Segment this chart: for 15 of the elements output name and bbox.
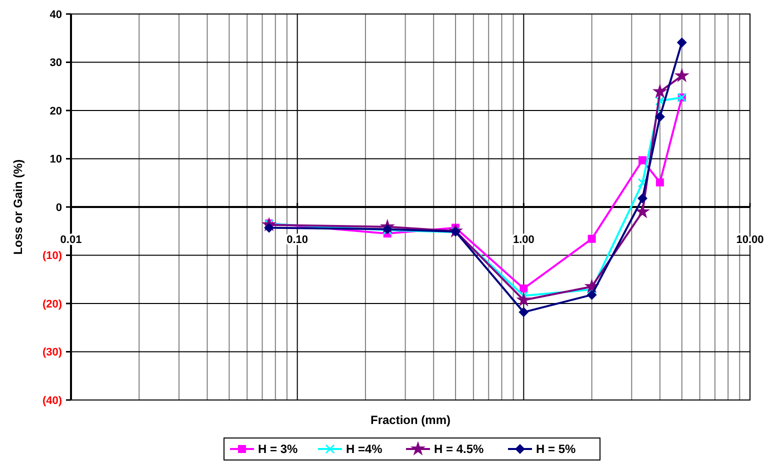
y-axis-title: Loss or Gain (%) bbox=[11, 159, 25, 255]
y-tick-label: (40) bbox=[42, 394, 62, 407]
y-tick-label: 30 bbox=[50, 57, 62, 70]
legend-label: H = 3% bbox=[258, 442, 298, 456]
legend-label: H =4% bbox=[346, 442, 383, 456]
y-tick-label: 10 bbox=[50, 154, 62, 166]
y-tick-label: (30) bbox=[42, 346, 62, 359]
y-tick-label: (20) bbox=[42, 298, 62, 310]
y-tick-label: 0 bbox=[56, 202, 62, 214]
y-tick-label: (10) bbox=[42, 250, 62, 262]
x-axis-title: Fraction (mm) bbox=[370, 413, 451, 427]
legend-label: H = 5% bbox=[536, 442, 576, 456]
y-tick-label: 20 bbox=[50, 105, 62, 118]
legend-label: H = 4.5% bbox=[434, 442, 484, 456]
y-tick-label: 40 bbox=[50, 8, 62, 21]
